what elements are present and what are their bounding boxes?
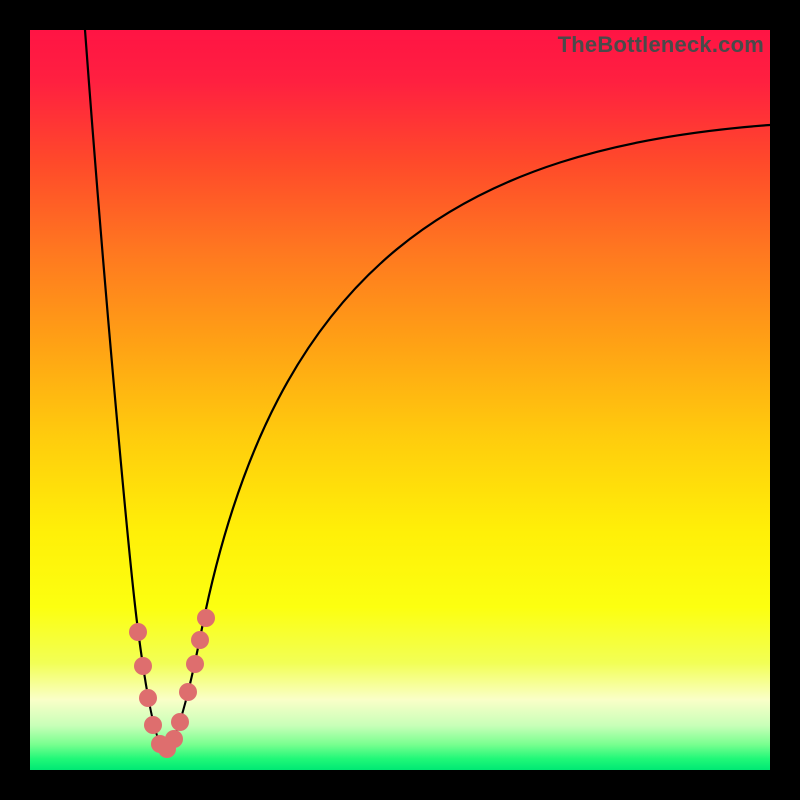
data-marker <box>134 657 152 675</box>
data-marker <box>129 623 147 641</box>
chart-svg <box>30 30 770 770</box>
data-marker <box>197 609 215 627</box>
chart-frame: TheBottleneck.com <box>0 0 800 800</box>
data-marker <box>165 730 183 748</box>
data-marker <box>139 689 157 707</box>
data-marker <box>171 713 189 731</box>
data-marker <box>144 716 162 734</box>
data-marker <box>179 683 197 701</box>
data-marker <box>191 631 209 649</box>
data-marker <box>186 655 204 673</box>
plot-area <box>30 30 770 770</box>
